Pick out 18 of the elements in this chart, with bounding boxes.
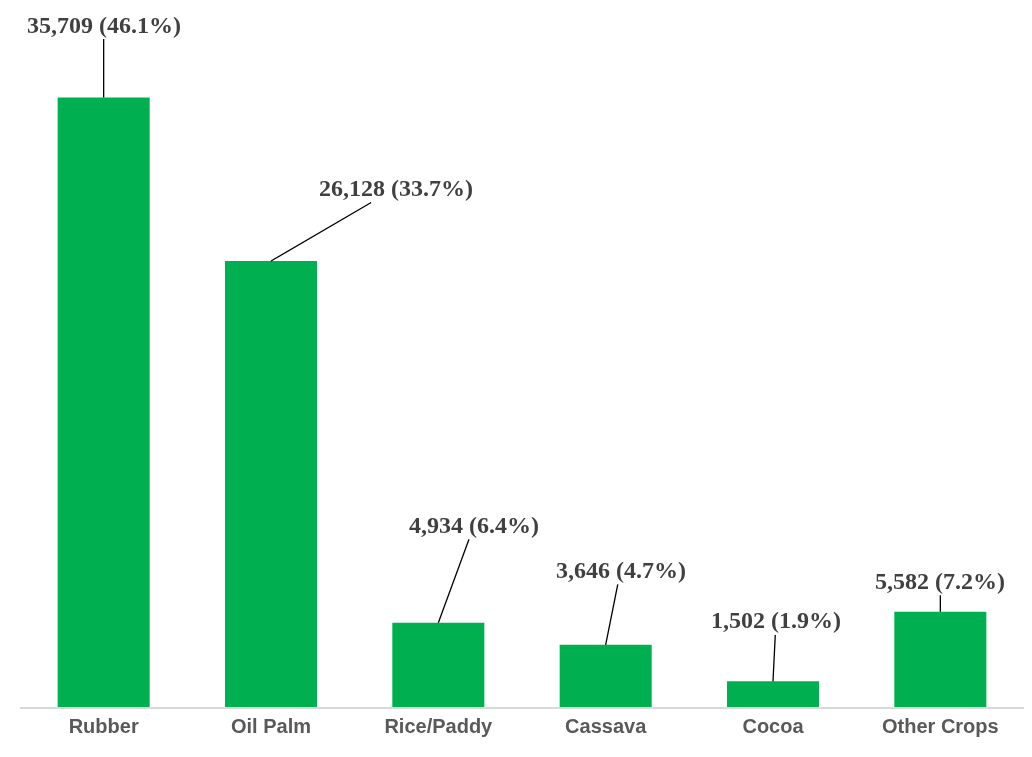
- data-label: 3,646 (4.7%): [556, 557, 686, 583]
- x-tick-label: Rice/Paddy: [384, 714, 494, 737]
- data-label: 1,502 (1.9%): [711, 607, 841, 633]
- x-tick-label: Cocoa: [742, 714, 805, 737]
- x-tick-label: Other Crops: [881, 714, 999, 737]
- bar: [224, 261, 318, 707]
- bar: [894, 611, 987, 707]
- x-tick-label: Rubber: [68, 714, 139, 737]
- bar: [559, 644, 652, 707]
- data-label: 26,128 (33.7%): [319, 175, 473, 201]
- bar: [57, 97, 150, 707]
- data-label: 5,582 (7.2%): [875, 568, 1005, 594]
- data-label: 4,934 (6.4%): [409, 512, 539, 538]
- data-label: 35,709 (46.1%): [27, 12, 181, 38]
- x-tick-label: Cassava: [565, 714, 648, 737]
- bar: [392, 622, 485, 707]
- x-tick-label: Oil Palm: [230, 714, 312, 737]
- bar: [726, 681, 820, 707]
